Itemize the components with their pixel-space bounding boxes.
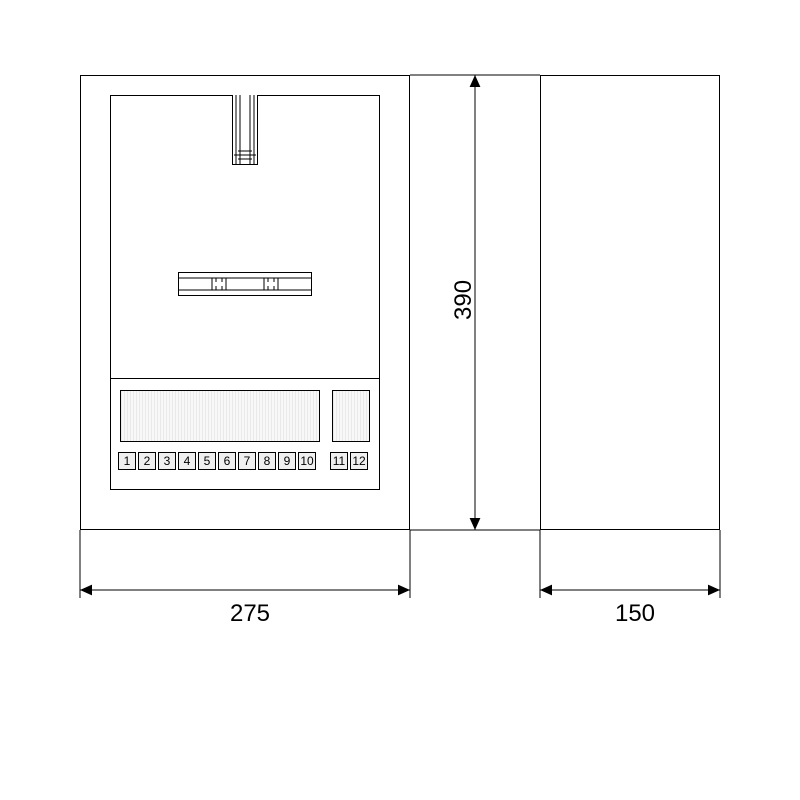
dim-width-front: 275 [210, 600, 290, 628]
dim-height: 390 [450, 260, 480, 340]
dim-width-side: 150 [605, 600, 665, 628]
